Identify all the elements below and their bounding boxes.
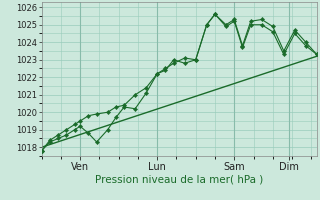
X-axis label: Pression niveau de la mer( hPa ): Pression niveau de la mer( hPa ) bbox=[95, 174, 263, 184]
